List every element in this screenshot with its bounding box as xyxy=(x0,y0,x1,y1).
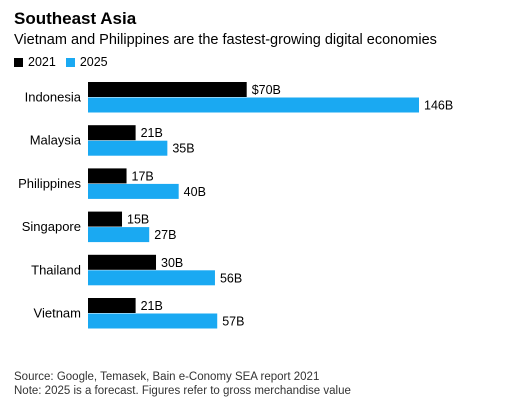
bar-2025-thailand xyxy=(88,270,215,286)
category-label-singapore: Singapore xyxy=(22,219,81,234)
bar-2025-indonesia xyxy=(88,97,419,113)
legend: 2021 2025 xyxy=(14,55,118,69)
bar-2021-malaysia xyxy=(88,125,136,141)
data-label-2025-thailand: 56B xyxy=(220,271,242,285)
bar-2021-philippines xyxy=(88,168,127,184)
chart-subtitle: Vietnam and Philippines are the fastest-… xyxy=(14,32,437,48)
data-label-2025-malaysia: 35B xyxy=(172,142,194,156)
data-label-2021-singapore: 15B xyxy=(127,213,149,227)
bar-2025-vietnam xyxy=(88,313,218,329)
data-label-2025-indonesia: 146B xyxy=(424,99,453,113)
category-label-vietnam: Vietnam xyxy=(34,306,81,321)
chart-title: Southeast Asia xyxy=(14,9,137,28)
category-label-indonesia: Indonesia xyxy=(25,90,82,105)
bar-2025-singapore xyxy=(88,227,150,243)
footnote: Note: 2025 is a forecast. Figures refer … xyxy=(14,385,351,397)
data-label-2025-philippines: 40B xyxy=(184,185,206,199)
data-label-2021-thailand: 30B xyxy=(161,256,183,270)
legend-label-2021: 2021 xyxy=(28,55,56,69)
category-label-thailand: Thailand xyxy=(31,262,81,277)
category-label-malaysia: Malaysia xyxy=(30,133,82,148)
data-label-2025-singapore: 27B xyxy=(154,228,176,242)
bar-2025-philippines xyxy=(88,183,179,199)
bar-2021-singapore xyxy=(88,211,123,227)
category-label-philippines: Philippines xyxy=(18,176,81,191)
legend-label-2025: 2025 xyxy=(79,55,108,69)
data-label-2021-philippines: 17B xyxy=(132,169,154,183)
legend-item-2025: 2025 xyxy=(65,55,108,69)
legend-item-2021: 2021 xyxy=(14,55,56,69)
bar-2021-vietnam xyxy=(88,298,136,313)
legend-swatch-2025 xyxy=(65,57,75,67)
data-label-2021-malaysia: 21B xyxy=(141,126,163,140)
legend-swatch-2021 xyxy=(14,57,23,67)
bar-2021-indonesia xyxy=(88,82,247,97)
bar-2021-thailand xyxy=(88,254,157,270)
data-label-2021-vietnam: 21B xyxy=(141,299,163,313)
source-note: Source: Google, Temasek, Bain e-Conomy S… xyxy=(14,371,320,383)
data-label-2025-vietnam: 57B xyxy=(222,315,244,329)
bar-2025-malaysia xyxy=(88,140,168,156)
data-label-2021-indonesia: $70B xyxy=(252,83,281,97)
